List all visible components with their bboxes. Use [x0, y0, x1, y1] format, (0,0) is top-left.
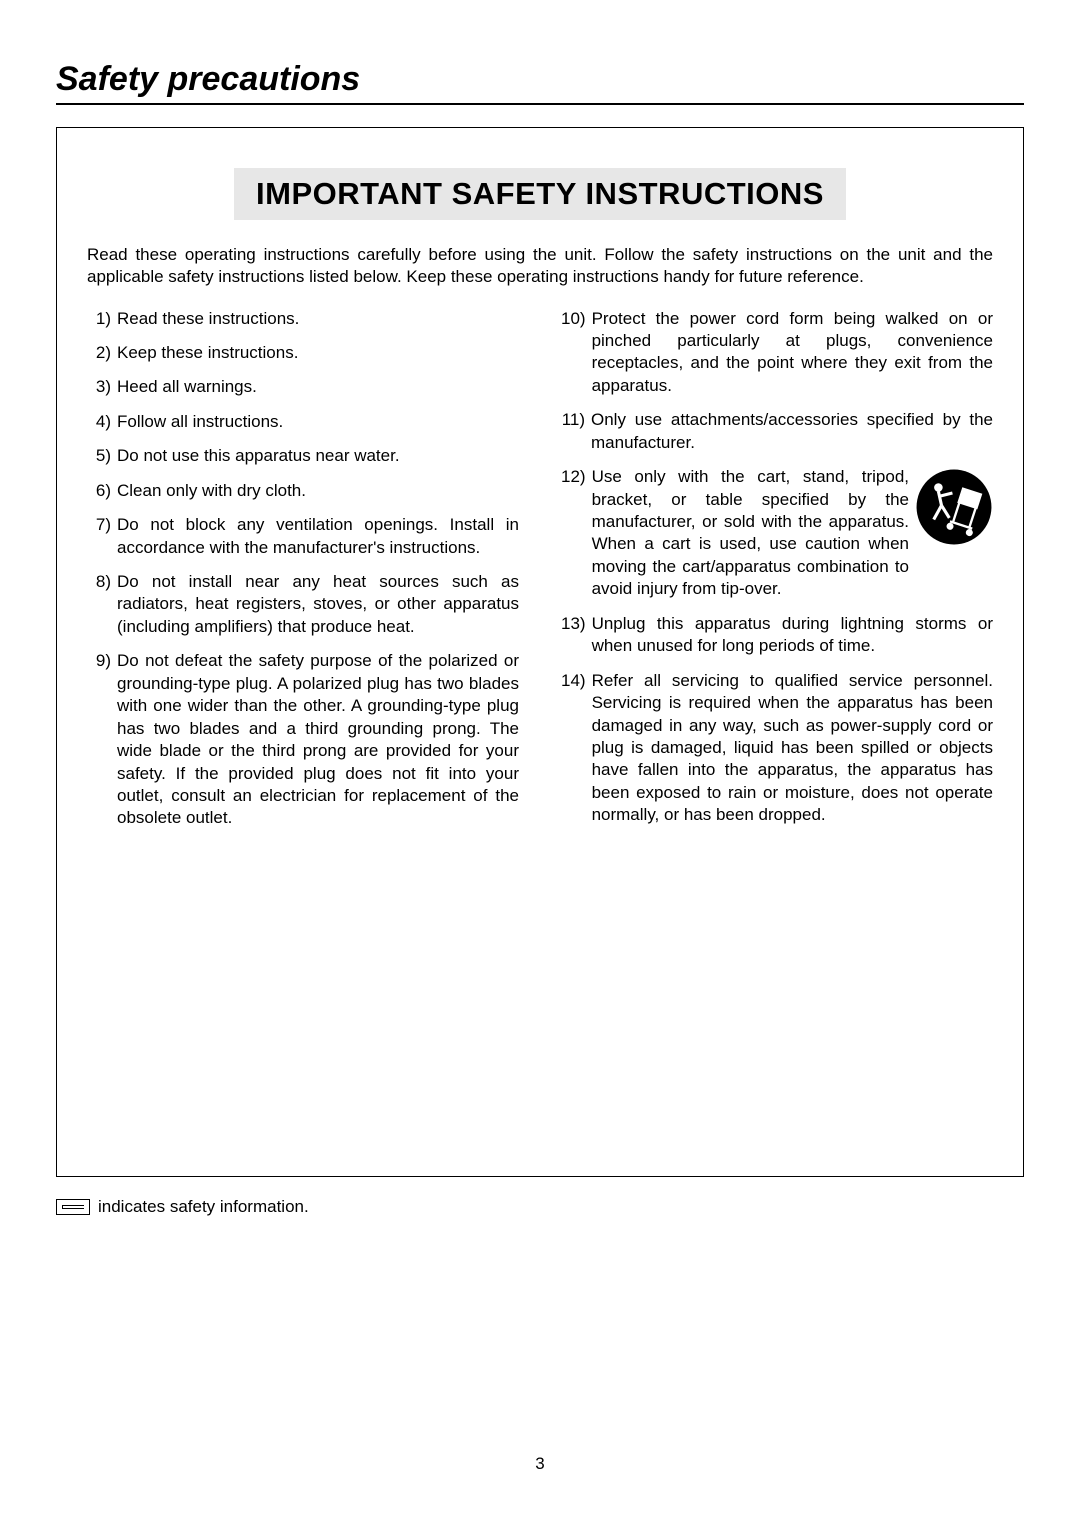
instructions-box: IMPORTANT SAFETY INSTRUCTIONS Read these…	[56, 127, 1024, 1177]
list-item: 7)Do not block any ventilation openings.…	[87, 514, 519, 559]
item-number: 11)	[561, 409, 591, 454]
item-text-inner: Use only with the cart, stand, tripod, b…	[592, 466, 915, 601]
item-text: Unplug this apparatus during lightning s…	[592, 613, 993, 658]
list-item: 13)Unplug this apparatus during lightnin…	[561, 613, 993, 658]
list-item: 9)Do not defeat the safety purpose of th…	[87, 650, 519, 830]
item-number: 3)	[87, 376, 117, 398]
cart-tip-icon	[915, 468, 993, 546]
list-item: 14)Refer all servicing to qualified serv…	[561, 670, 993, 827]
item-text: Clean only with dry cloth.	[117, 480, 519, 502]
item-number: 8)	[87, 571, 117, 638]
item-number: 12)	[561, 466, 592, 601]
list-item: 10)Protect the power cord form being wal…	[561, 308, 993, 398]
item-text: Use only with the cart, stand, tripod, b…	[592, 466, 993, 601]
item-text: Do not defeat the safety purpose of the …	[117, 650, 519, 830]
item-number: 13)	[561, 613, 592, 658]
page: Safety precautions IMPORTANT SAFETY INST…	[0, 0, 1080, 1524]
item-text: Read these instructions.	[117, 308, 519, 330]
item-text: Only use attachments/accessories specifi…	[591, 409, 993, 454]
page-number: 3	[0, 1454, 1080, 1474]
item-number: 9)	[87, 650, 117, 830]
item-text: Refer all servicing to qualified service…	[592, 670, 993, 827]
list-item: 4)Follow all instructions.	[87, 411, 519, 433]
footer-note-text: indicates safety information.	[98, 1197, 309, 1217]
info-symbol-icon	[56, 1199, 90, 1215]
item-number: 6)	[87, 480, 117, 502]
item-text: Follow all instructions.	[117, 411, 519, 433]
left-column: 1)Read these instructions.2)Keep these i…	[87, 308, 519, 842]
footer-note: indicates safety information.	[56, 1197, 1024, 1217]
item-number: 10)	[561, 308, 592, 398]
list-item: 3)Heed all warnings.	[87, 376, 519, 398]
item-text: Heed all warnings.	[117, 376, 519, 398]
box-title: IMPORTANT SAFETY INSTRUCTIONS	[234, 168, 846, 220]
intro-paragraph: Read these operating instructions carefu…	[87, 244, 993, 288]
item-number: 5)	[87, 445, 117, 467]
item-text: Do not block any ventilation openings. I…	[117, 514, 519, 559]
right-column: 10)Protect the power cord form being wal…	[561, 308, 993, 842]
columns: 1)Read these instructions.2)Keep these i…	[87, 308, 993, 842]
list-item: 1)Read these instructions.	[87, 308, 519, 330]
item-text: Protect the power cord form being walked…	[592, 308, 993, 398]
list-item: 5)Do not use this apparatus near water.	[87, 445, 519, 467]
list-item: 12)Use only with the cart, stand, tripod…	[561, 466, 993, 601]
item-text: Do not use this apparatus near water.	[117, 445, 519, 467]
section-title: Safety precautions	[56, 60, 1024, 99]
cart-tip-icon	[915, 468, 993, 546]
item-text: Do not install near any heat sources suc…	[117, 571, 519, 638]
box-title-wrap: IMPORTANT SAFETY INSTRUCTIONS	[87, 168, 993, 220]
item-text: Keep these instructions.	[117, 342, 519, 364]
list-item: 8)Do not install near any heat sources s…	[87, 571, 519, 638]
item-number: 1)	[87, 308, 117, 330]
item-number: 4)	[87, 411, 117, 433]
item-number: 7)	[87, 514, 117, 559]
title-rule	[56, 103, 1024, 105]
item-number: 14)	[561, 670, 592, 827]
list-item: 2)Keep these instructions.	[87, 342, 519, 364]
list-item: 6)Clean only with dry cloth.	[87, 480, 519, 502]
list-item: 11)Only use attachments/accessories spec…	[561, 409, 993, 454]
item-number: 2)	[87, 342, 117, 364]
